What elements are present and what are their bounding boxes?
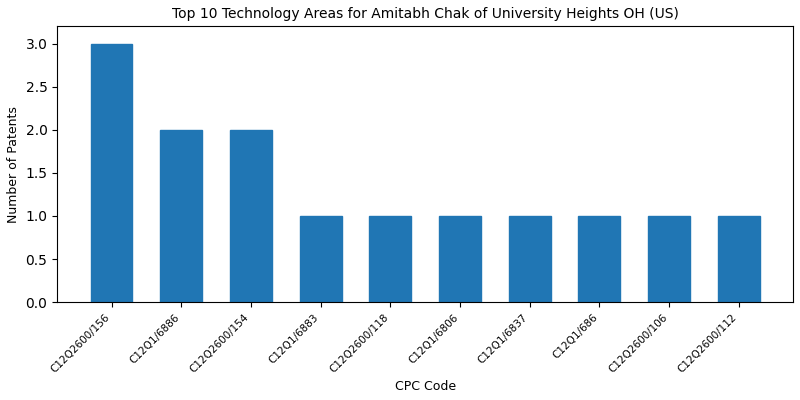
Bar (300, 216, 342, 302)
Bar (230, 130, 272, 302)
Bar (578, 216, 620, 302)
Bar (648, 216, 690, 302)
X-axis label: CPC Code: CPC Code (394, 380, 456, 393)
Bar (439, 216, 481, 302)
Y-axis label: Number of Patents: Number of Patents (7, 106, 20, 223)
Bar (718, 216, 760, 302)
Bar (160, 130, 202, 302)
Bar (370, 216, 411, 302)
Bar (90, 44, 133, 302)
Title: Top 10 Technology Areas for Amitabh Chak of University Heights OH (US): Top 10 Technology Areas for Amitabh Chak… (172, 7, 678, 21)
Bar (509, 216, 550, 302)
